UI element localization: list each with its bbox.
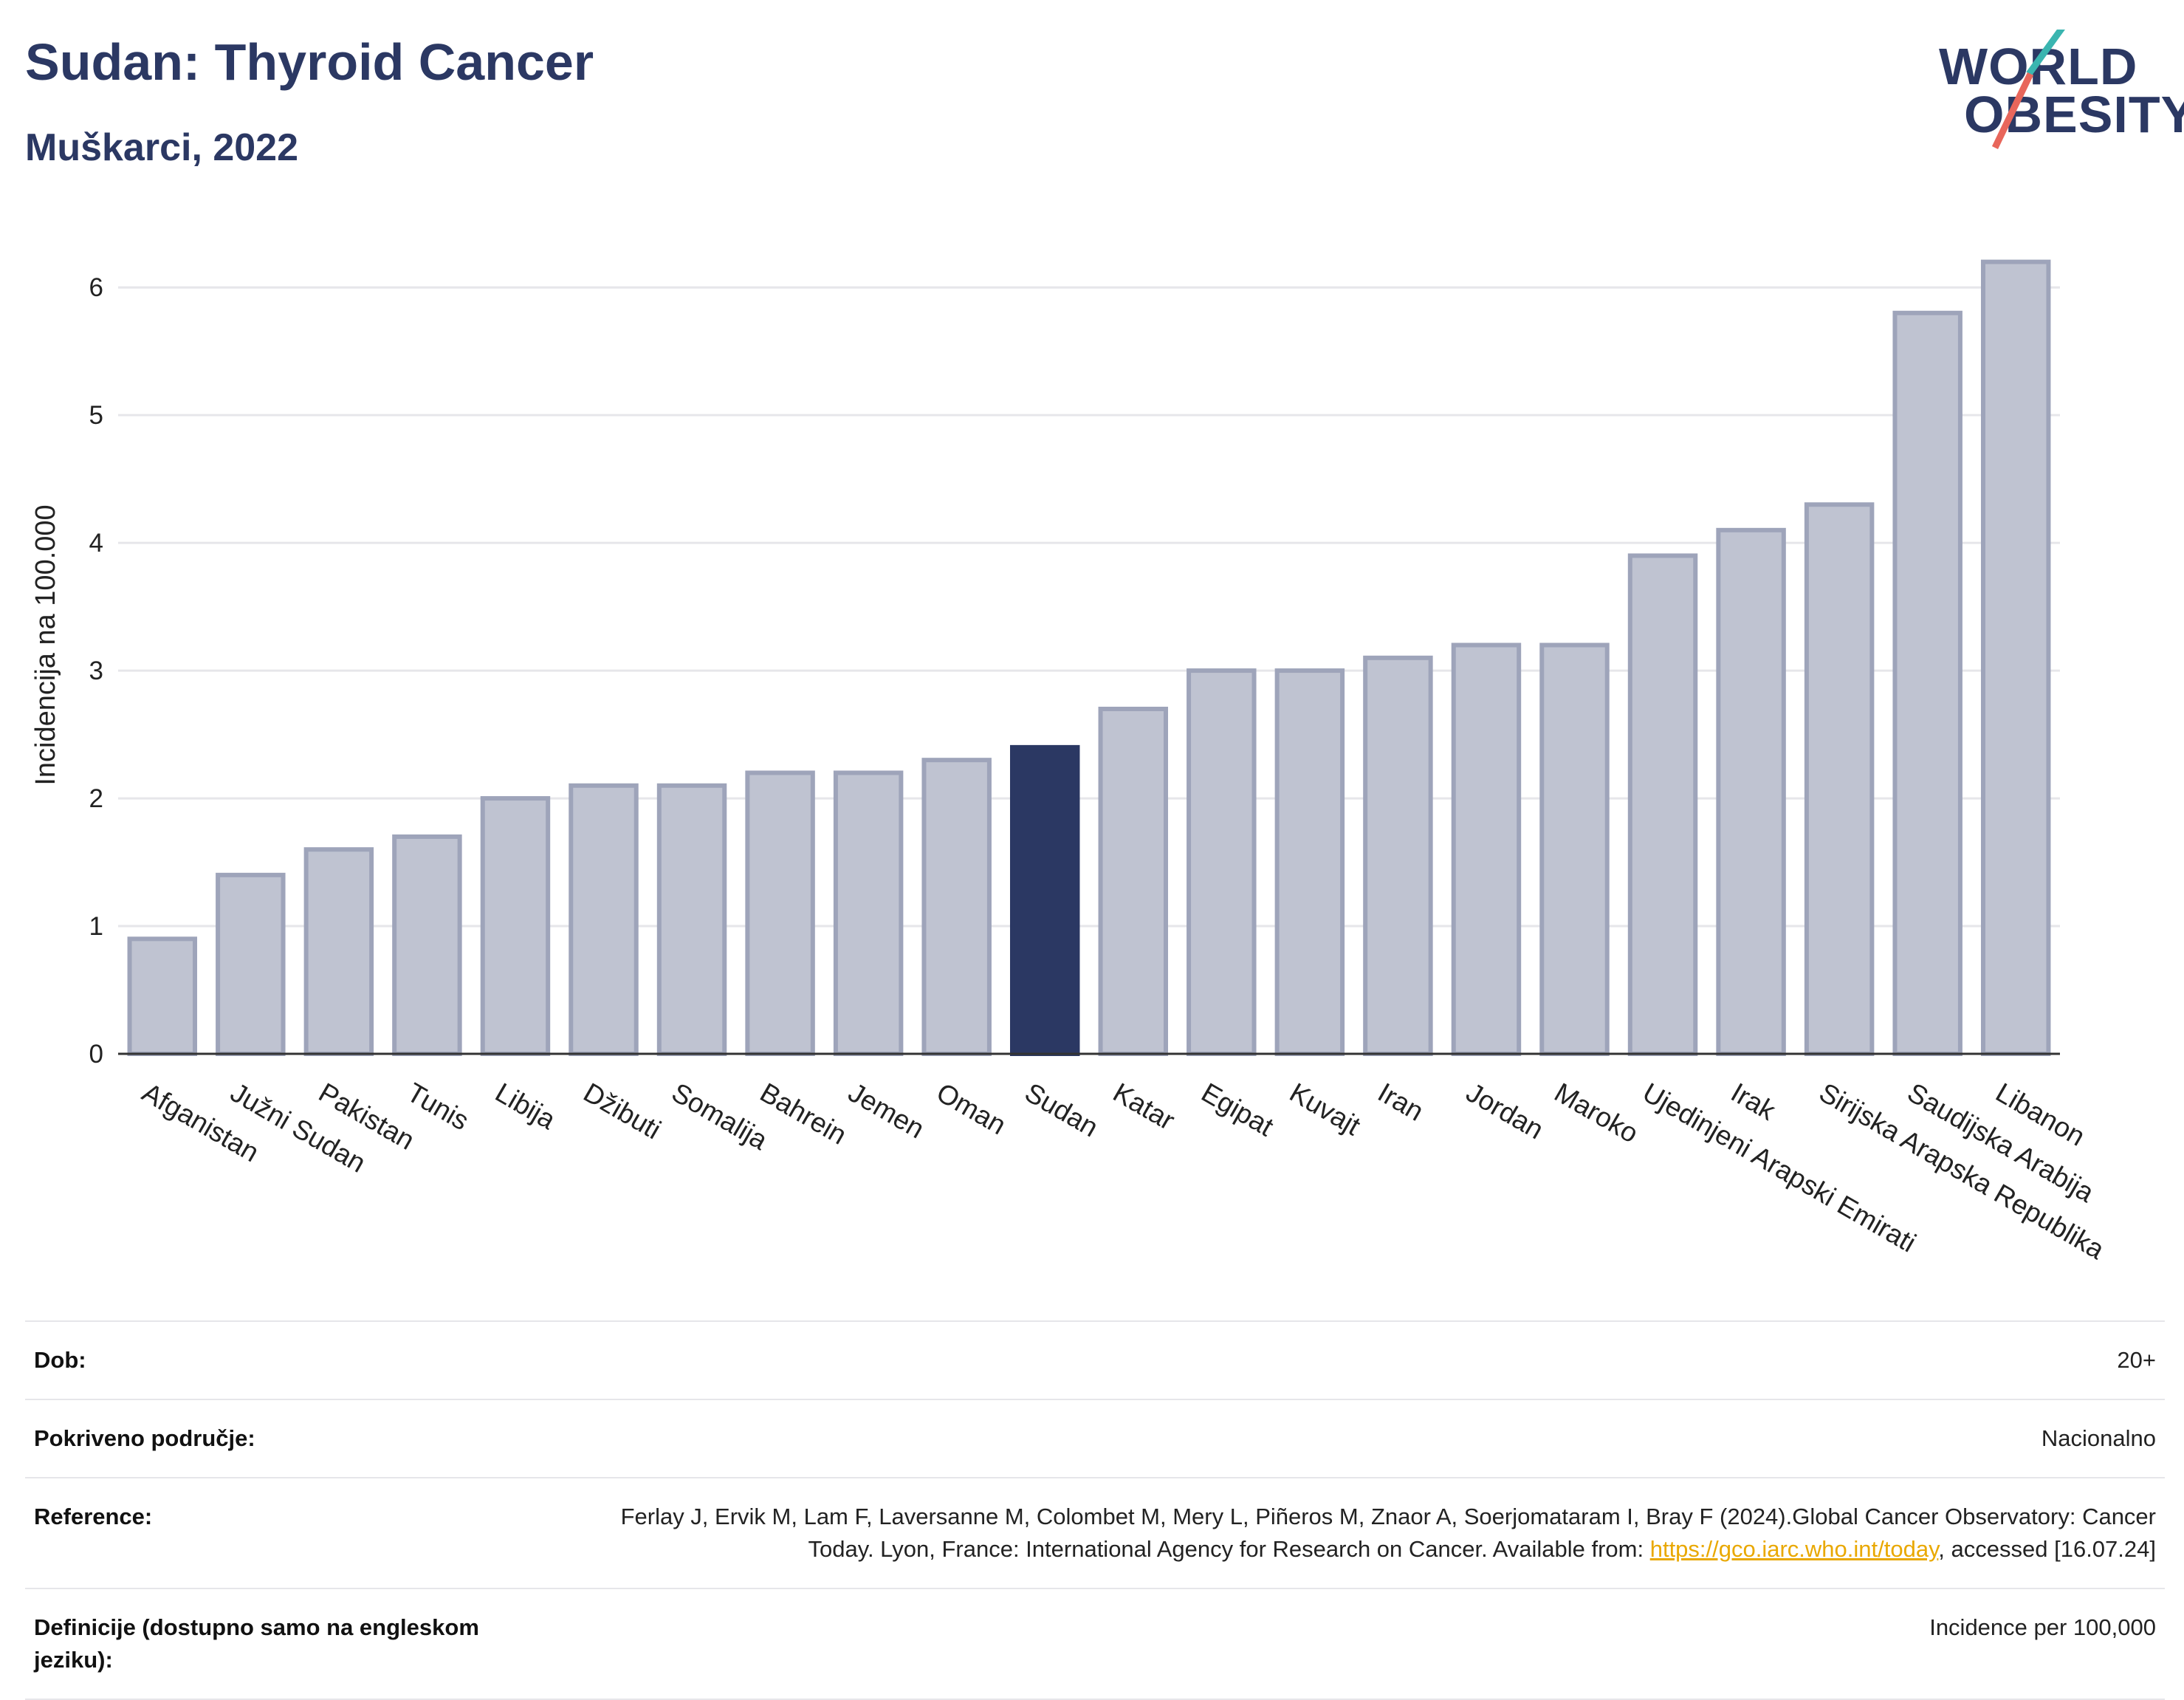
bar	[1716, 527, 1786, 1056]
logo-slash-icon	[1991, 30, 2065, 149]
bar	[392, 834, 462, 1056]
bar	[1892, 310, 1962, 1056]
x-tick-label: Katar	[1108, 1077, 1180, 1136]
area-value: Nacionalno	[2041, 1425, 2156, 1451]
reference-label: Reference:	[34, 1504, 153, 1529]
bar	[745, 770, 815, 1056]
x-tick-label: Bahrein	[755, 1077, 852, 1150]
bar	[656, 783, 727, 1056]
x-tick-label: Džibuti	[579, 1077, 666, 1145]
x-tick-label: Ujedinjeni Arapski Emirati	[1638, 1077, 1921, 1258]
bar	[1274, 668, 1345, 1056]
reference-accessed: , accessed [16.07.24]	[1938, 1536, 2156, 1562]
x-tick-label: Sudan	[1020, 1077, 1103, 1142]
bar	[1187, 668, 1257, 1056]
definitions-label: Definicije (dostupno samo na engleskom j…	[34, 1614, 479, 1673]
bar	[127, 936, 198, 1056]
age-label: Dob:	[34, 1347, 86, 1373]
x-tick-label: Jordan	[1461, 1077, 1548, 1145]
x-tick-label: Egipat	[1196, 1077, 1279, 1142]
bar	[1804, 502, 1875, 1056]
x-tick-label: Jemen	[843, 1077, 930, 1144]
bar	[569, 783, 639, 1056]
bar	[216, 872, 286, 1056]
bar	[1363, 655, 1433, 1056]
x-tick-label: Oman	[932, 1077, 1012, 1140]
age-value: 20+	[2117, 1347, 2156, 1373]
chart-subtitle: Muškarci, 2022	[25, 126, 299, 169]
definitions-value: Incidence per 100,000	[1929, 1614, 2156, 1640]
bar	[1009, 744, 1080, 1056]
area-label: Pokriveno područje:	[34, 1425, 255, 1451]
y-tick-label: 3	[89, 657, 103, 685]
bar	[1539, 642, 1610, 1056]
y-tick-label: 2	[89, 784, 103, 813]
y-tick-label: 5	[89, 401, 103, 430]
bar	[921, 758, 992, 1056]
bar	[833, 770, 904, 1056]
x-tick-label: Libija	[490, 1077, 561, 1135]
bar	[1098, 706, 1169, 1056]
reference-link[interactable]: https://gco.iarc.who.int/today	[1649, 1536, 1939, 1562]
x-tick-label: Irak	[1726, 1077, 1781, 1126]
bar	[1627, 553, 1698, 1056]
bar	[1980, 259, 2051, 1056]
x-tick-label: Somalija	[667, 1077, 773, 1156]
y-tick-label: 1	[89, 912, 103, 941]
y-tick-label: 6	[89, 273, 103, 302]
chart-title: Sudan: Thyroid Cancer	[25, 33, 594, 91]
x-tick-label: Kuvajt	[1285, 1077, 1366, 1141]
info-row-area: Pokriveno područje: Nacionalno	[25, 1399, 2165, 1477]
bar	[303, 847, 374, 1056]
info-row-age: Dob: 20+	[25, 1320, 2165, 1399]
info-table: Dob: 20+ Pokriveno područje: Nacionalno …	[25, 1320, 2165, 1700]
info-row-reference: Reference: Ferlay J, Ervik M, Lam F, Lav…	[25, 1477, 2165, 1588]
y-axis-label: Incidencija na 100.000	[30, 504, 61, 785]
reference-text: Ferlay J, Ervik M, Lam F, Laversanne M, …	[620, 1504, 2156, 1562]
y-tick-label: 4	[89, 529, 103, 558]
x-tick-label: Iran	[1373, 1077, 1429, 1126]
info-row-definitions: Definicije (dostupno samo na engleskom j…	[25, 1588, 2165, 1700]
x-tick-label: Maroko	[1550, 1077, 1644, 1148]
bar	[1451, 642, 1522, 1056]
bar	[480, 796, 551, 1056]
world-obesity-logo: WORLD OBESITY	[1920, 30, 2184, 155]
y-tick-label: 0	[89, 1040, 103, 1069]
reference-value: Ferlay J, Ervik M, Lam F, Laversanne M, …	[569, 1501, 2156, 1566]
